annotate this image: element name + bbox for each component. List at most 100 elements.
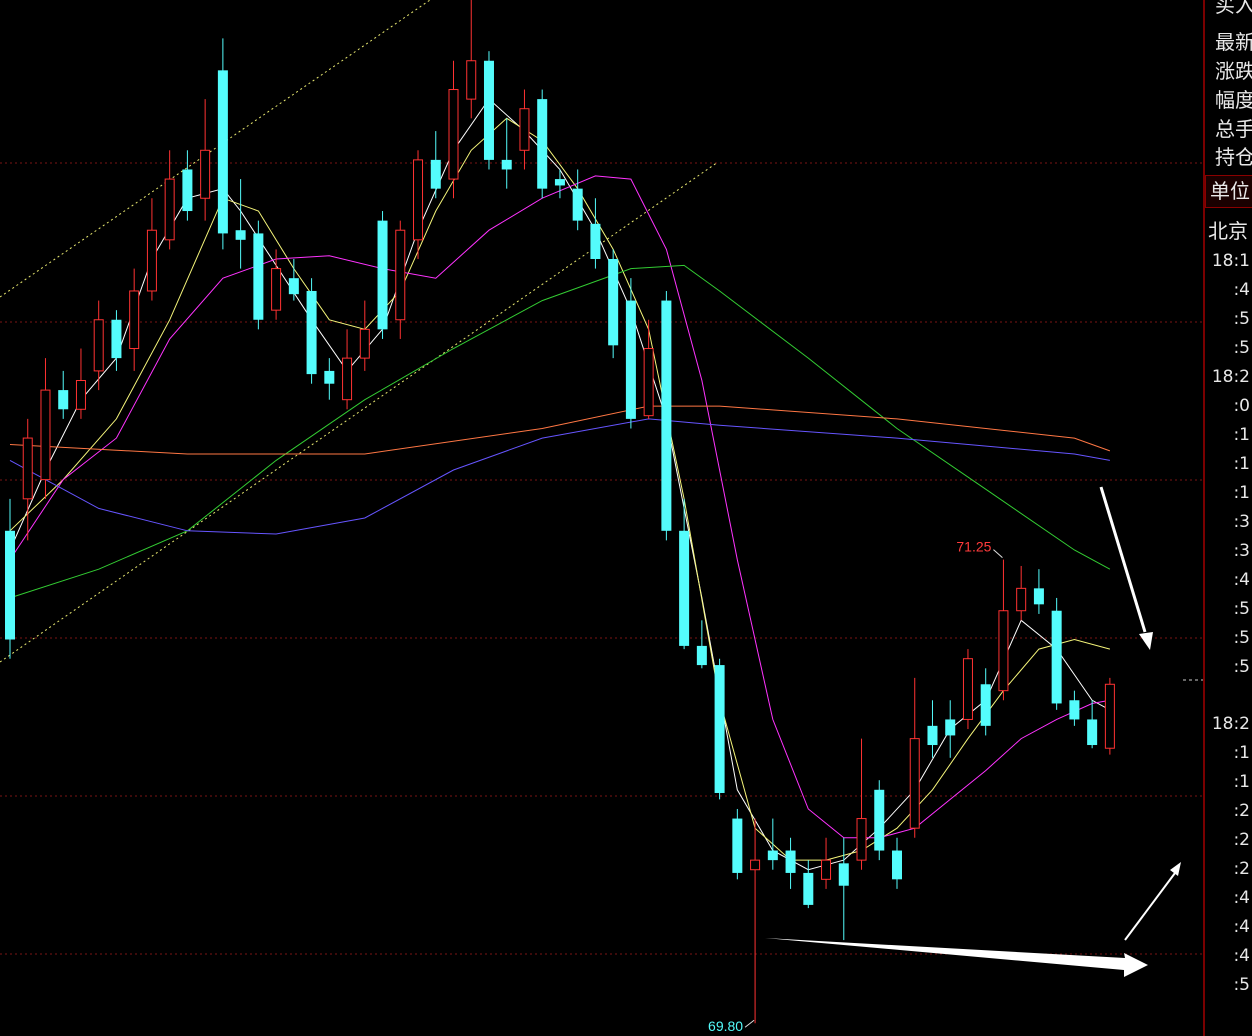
quote-label: 最新 bbox=[1215, 30, 1252, 54]
candle-body bbox=[359, 328, 370, 359]
candle-body bbox=[661, 300, 672, 531]
time-label: :3 bbox=[1233, 541, 1250, 561]
candle-body bbox=[342, 357, 353, 401]
candle bbox=[679, 498, 690, 650]
candle bbox=[75, 348, 86, 419]
candle bbox=[324, 358, 335, 400]
candle bbox=[1033, 569, 1044, 614]
time-label: :1 bbox=[1233, 483, 1250, 503]
time-label: :5 bbox=[1233, 309, 1250, 329]
candle bbox=[129, 268, 140, 371]
chart: 71.25 69.80 bbox=[0, 0, 1203, 1034]
time-label: :5 bbox=[1233, 338, 1250, 358]
candle-body bbox=[998, 610, 1009, 692]
candle-body bbox=[980, 684, 991, 726]
candle bbox=[5, 498, 15, 659]
quote-label: 幅度 bbox=[1215, 88, 1252, 112]
time-label: :1 bbox=[1233, 772, 1250, 792]
candle-body bbox=[253, 233, 264, 320]
candle bbox=[483, 51, 494, 170]
candle-body bbox=[962, 658, 973, 720]
candle-body bbox=[58, 390, 69, 410]
annotation-label: 71.25 bbox=[956, 538, 991, 554]
candle-body bbox=[288, 278, 299, 295]
candle-body bbox=[732, 818, 743, 873]
time-label: :2 bbox=[1233, 859, 1250, 879]
candle-body bbox=[448, 89, 459, 180]
time-label: :4 bbox=[1233, 280, 1250, 300]
candle bbox=[821, 837, 832, 889]
candle-body bbox=[466, 60, 477, 100]
candle bbox=[537, 89, 548, 199]
time-label: :2 bbox=[1233, 830, 1250, 850]
time-label: :4 bbox=[1233, 946, 1250, 966]
time-label: :4 bbox=[1233, 888, 1250, 908]
candle bbox=[998, 559, 1009, 701]
arrows bbox=[765, 486, 1203, 977]
ma-line bbox=[9, 175, 1110, 839]
ma-line bbox=[9, 264, 1111, 599]
candle bbox=[856, 738, 867, 870]
candle-body bbox=[1051, 610, 1062, 704]
arrow-head bbox=[1139, 632, 1153, 650]
candle bbox=[608, 249, 619, 359]
annotation-label: 69.80 bbox=[708, 1018, 743, 1034]
marks: 71.25 69.80 bbox=[5, 0, 1115, 1034]
candle bbox=[235, 179, 246, 269]
candle-body bbox=[306, 290, 317, 375]
candle bbox=[519, 89, 530, 170]
quote-label: 持仓 bbox=[1215, 145, 1252, 169]
candle bbox=[1069, 690, 1080, 726]
candle bbox=[430, 131, 441, 199]
candle-body bbox=[1069, 700, 1080, 720]
ma-line bbox=[9, 98, 1111, 871]
candle bbox=[554, 169, 565, 199]
candle-body bbox=[235, 230, 246, 240]
candle-body bbox=[679, 530, 690, 646]
time-label: :5 bbox=[1233, 599, 1250, 619]
candle-body bbox=[838, 863, 849, 886]
candle bbox=[1016, 565, 1027, 621]
candle-body bbox=[40, 389, 51, 481]
time-label: :4 bbox=[1233, 570, 1250, 590]
candle bbox=[1087, 700, 1098, 749]
candle-body bbox=[93, 319, 104, 372]
candle-body bbox=[1087, 719, 1098, 746]
candle-body bbox=[200, 149, 211, 199]
ma-line bbox=[9, 117, 1111, 861]
candle bbox=[625, 278, 636, 429]
candle-body bbox=[164, 178, 175, 241]
candle bbox=[448, 60, 459, 199]
candle bbox=[767, 818, 778, 870]
time-label: :2 bbox=[1233, 801, 1250, 821]
candle bbox=[253, 220, 264, 330]
quote-label: 总手 bbox=[1215, 117, 1252, 141]
arrow-shaft bbox=[1124, 872, 1176, 941]
candle bbox=[200, 99, 211, 221]
candle-body bbox=[714, 665, 725, 793]
candle bbox=[572, 169, 583, 231]
candle-body bbox=[803, 872, 814, 905]
candle bbox=[945, 700, 956, 758]
candle-body bbox=[785, 850, 796, 873]
candle-body bbox=[1016, 587, 1027, 612]
time-label: :5 bbox=[1233, 628, 1250, 648]
candle bbox=[271, 249, 282, 320]
candle bbox=[696, 620, 707, 669]
candle bbox=[93, 300, 104, 391]
candle-body bbox=[945, 719, 956, 736]
candle-body bbox=[927, 725, 938, 746]
candle-body bbox=[625, 300, 636, 419]
candle bbox=[874, 780, 885, 861]
candle bbox=[892, 837, 902, 889]
candle bbox=[306, 278, 317, 384]
quote-panel: 买入 最新 涨跌 幅度 总手 持仓 单位 北京 18:1:4:5:5 18:2:0:1:1:1:3… bbox=[1203, 0, 1252, 1036]
quote-label: 买入 bbox=[1215, 0, 1252, 17]
candle bbox=[732, 808, 743, 880]
candle bbox=[714, 658, 725, 800]
candle bbox=[22, 418, 33, 541]
arrow-shaft bbox=[1099, 486, 1147, 633]
candle-body bbox=[271, 268, 282, 311]
unit-label: 单位 bbox=[1210, 179, 1250, 203]
